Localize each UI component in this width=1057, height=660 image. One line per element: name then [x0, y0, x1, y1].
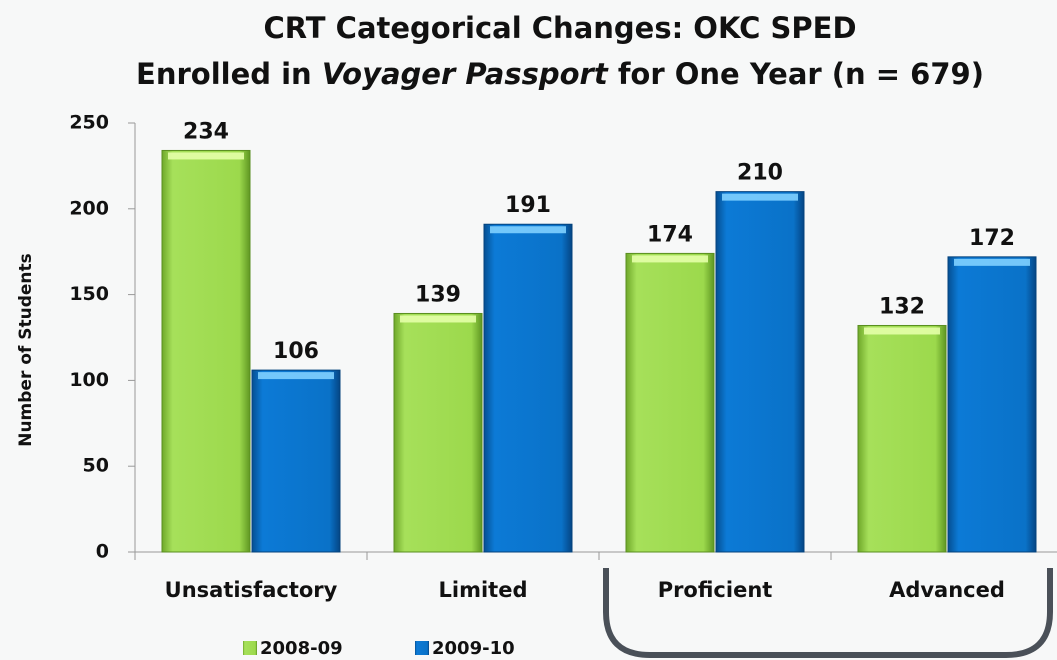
bar-cap [632, 255, 708, 263]
y-axis-label: Number of Students [16, 253, 36, 447]
bar [251, 369, 341, 553]
subtitle-part: Voyager Passport [322, 57, 609, 91]
x-tick-label: Limited [439, 578, 528, 602]
x-tick-label: Unsatisfactory [165, 578, 338, 602]
bar [625, 252, 715, 553]
y-tick-label: 100 [69, 369, 109, 391]
bar-cap [864, 327, 940, 335]
x-tick-label: Proficient [658, 578, 773, 602]
legend-swatch [243, 641, 257, 655]
bar-cap [490, 226, 566, 234]
subtitle-part: Enrolled in [136, 57, 322, 91]
value-label: 174 [647, 222, 693, 247]
chart-title: CRT Categorical Changes: OKC SPED [263, 11, 856, 45]
value-label: 132 [879, 294, 925, 319]
legend-label: 2009-10 [432, 638, 515, 659]
y-tick-label: 0 [96, 541, 109, 563]
bracket [603, 568, 1053, 658]
bar-cap [954, 258, 1030, 266]
y-tick-label: 200 [69, 197, 109, 219]
bar [857, 324, 947, 553]
chart-subtitle: Enrolled in Voyager Passport for One Yea… [136, 57, 984, 91]
value-label: 106 [273, 339, 319, 364]
subtitle-part: for One Year (n = 679) [608, 57, 984, 91]
y-tick-label: 150 [69, 283, 109, 305]
bar [715, 191, 805, 553]
bar [393, 312, 483, 553]
value-label: 210 [737, 161, 783, 186]
value-label: 172 [969, 226, 1015, 251]
bar [483, 223, 573, 553]
x-tick-label: Advanced [889, 578, 1005, 602]
value-label: 234 [183, 119, 229, 144]
y-tick-label: 50 [83, 455, 109, 477]
legend-label: 2008-09 [260, 638, 343, 659]
bar [161, 149, 251, 553]
y-tick-label: 250 [69, 112, 109, 134]
value-label: 191 [505, 193, 551, 218]
bar [947, 256, 1037, 553]
bar-cap [400, 315, 476, 323]
value-label: 139 [415, 282, 461, 307]
bar-cap [722, 193, 798, 201]
legend-swatch [415, 641, 429, 655]
bar-cap [258, 372, 334, 380]
bar-cap [168, 152, 244, 160]
